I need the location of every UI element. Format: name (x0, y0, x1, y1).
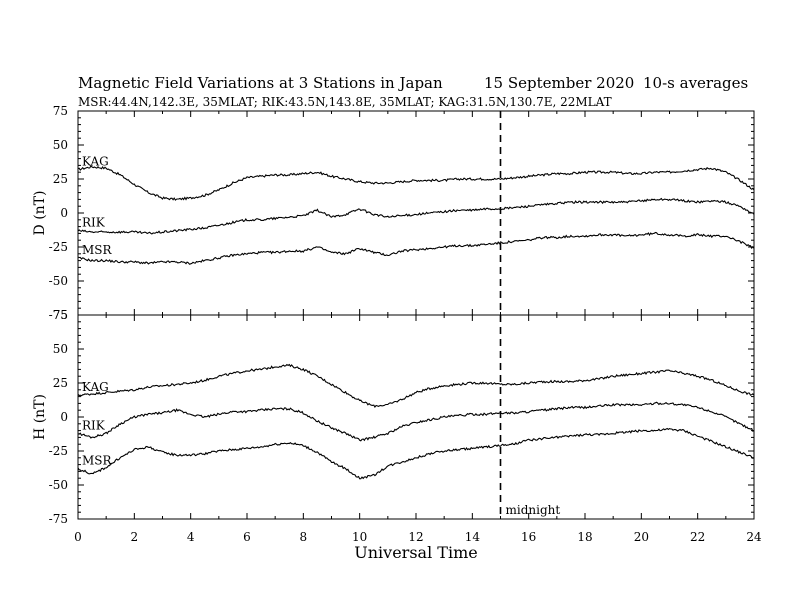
panel-d-series-rik (77, 197, 755, 235)
midnight-label: midnight (506, 503, 561, 517)
panel-h-x-tick-label: 18 (577, 530, 592, 544)
panel-d-series-kag (77, 165, 755, 201)
panel-d-series-label-msr: MSR (82, 243, 113, 257)
panel-h-y-tick-label: 50 (53, 342, 68, 356)
panel-h-y-tick-label: -75 (49, 512, 68, 526)
panel-h-series-label-rik: RIK (82, 418, 106, 432)
panel-h-x-tick-label: 16 (521, 530, 536, 544)
panel-h-series-label-msr: MSR (82, 454, 113, 468)
panel-h-series-label-kag: KAG (82, 380, 109, 394)
panel-h-series-rik (77, 401, 755, 442)
panel-d-y-tick-label: -75 (49, 308, 68, 322)
chart-date: 15 September 2020 (484, 74, 634, 92)
x-axis-label: Universal Time (354, 543, 477, 562)
panel-h-x-tick-label: 22 (690, 530, 705, 544)
panel-d-frame (77, 110, 755, 316)
panel-h-x-tick-label: 0 (74, 530, 82, 544)
panel-d-y-tick-label: -25 (49, 240, 68, 254)
station-coordinates-subtitle: MSR:44.4N,142.3E, 35MLAT; RIK:43.5N,143.… (78, 95, 612, 109)
panel-h-x-tick-label: 20 (634, 530, 649, 544)
panel-d-y-tick-label: 0 (60, 206, 68, 220)
panel-h-x-tick-label: 2 (131, 530, 139, 544)
panel-h-x-tick-label: 6 (243, 530, 251, 544)
panel-h-y-tick-label: 25 (53, 376, 68, 390)
panel-h-x-tick-label: 14 (465, 530, 481, 544)
panel-d-y-tick-label: 50 (53, 138, 68, 152)
panel-h-series-kag (77, 363, 755, 408)
panel-h-y-tick-label: -50 (49, 478, 68, 492)
panel-h-series-msr (77, 427, 755, 480)
panel-h-x-tick-label: 24 (746, 530, 762, 544)
panel-h-x-tick-label: 10 (352, 530, 367, 544)
panel-h-y-axis-label: H (nT) (32, 394, 48, 440)
panel-d-y-axis-label: D (nT) (32, 191, 48, 236)
panel-h-y-tick-label: -25 (49, 444, 68, 458)
panel-d-series-label-rik: RIK (82, 216, 106, 230)
panel-d-y-tick-label: -50 (49, 274, 68, 288)
panel-d-y-tick-label: 75 (53, 104, 68, 118)
panel-h-x-tick-label: 12 (408, 530, 423, 544)
chart-title: Magnetic Field Variations at 3 Stations … (78, 74, 443, 92)
panel-h-y-tick-label: 75 (53, 308, 68, 322)
chart-averaging-note: 10-s averages (643, 74, 748, 92)
panel-h-frame (77, 314, 755, 520)
panel-d-series-msr (77, 231, 755, 265)
panel-h-x-tick-label: 8 (300, 530, 308, 544)
panel-h-x-tick-label: 4 (187, 530, 195, 544)
panel-h-y-tick-label: 0 (60, 410, 68, 424)
panel-d-series-label-kag: KAG (82, 154, 109, 168)
panel-d-y-tick-label: 25 (53, 172, 68, 186)
